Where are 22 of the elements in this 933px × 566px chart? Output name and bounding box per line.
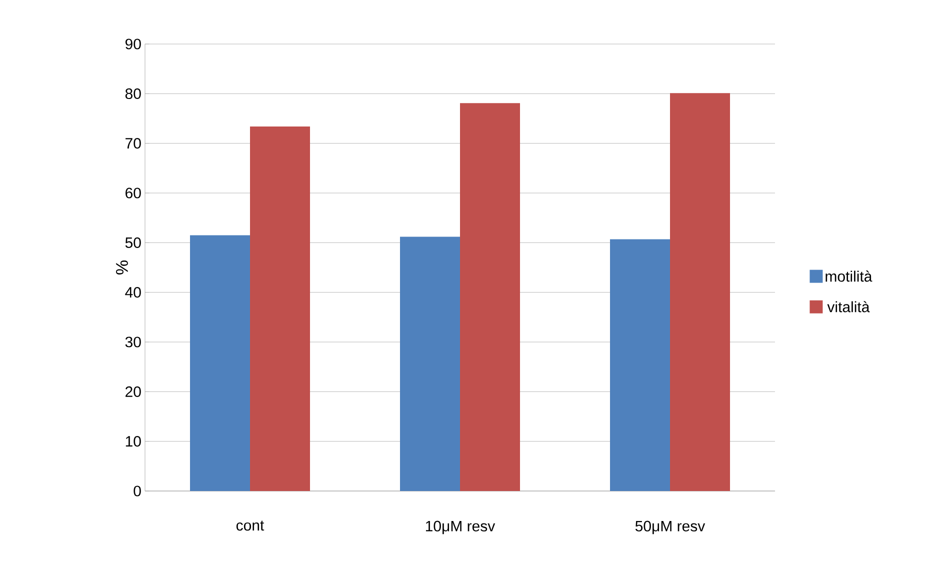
y-axis-title: % [116, 260, 128, 274]
y-tick-label: 20 [126, 386, 141, 397]
bar [610, 239, 670, 491]
bar [670, 93, 730, 491]
y-tick-label: 30 [125, 336, 141, 348]
y-tick-label: 0 [134, 486, 141, 496]
bar [400, 236, 460, 491]
x-tick-label: 10μM resv [426, 520, 496, 534]
x-tick-label: 50μM resv [635, 520, 706, 534]
legend-label: vitalità [827, 301, 870, 312]
bar [190, 235, 250, 491]
y-tick-label: 90 [125, 38, 141, 50]
y-tick-label: 50 [125, 237, 141, 248]
bar [460, 103, 520, 491]
bar [250, 126, 310, 491]
y-tick-label: 70 [126, 138, 141, 149]
y-tick-label: 10 [126, 436, 141, 447]
y-tick-label: 60 [126, 188, 141, 198]
x-tick-label: cont [236, 520, 264, 531]
y-tick-label: 40 [125, 287, 141, 298]
legend-label: motilità [826, 270, 872, 282]
y-tick-label: 80 [125, 88, 141, 99]
